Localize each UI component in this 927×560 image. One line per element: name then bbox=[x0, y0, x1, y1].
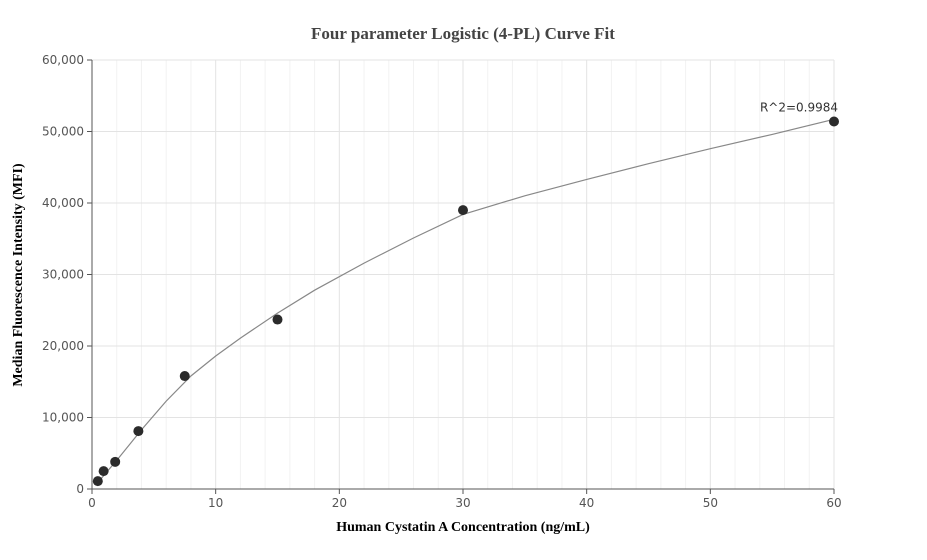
y-tick-label: 0 bbox=[76, 482, 84, 496]
annotation-layer: R^2=0.9984 bbox=[760, 100, 838, 114]
x-tick-label: 50 bbox=[703, 496, 718, 510]
x-tick-label: 40 bbox=[579, 496, 594, 510]
data-point bbox=[92, 476, 103, 487]
major-gridlines bbox=[92, 59, 835, 489]
x-tick-label: 0 bbox=[88, 496, 96, 510]
data-point bbox=[458, 205, 468, 216]
data-point bbox=[133, 426, 144, 437]
data-point bbox=[98, 466, 109, 477]
y-tick-label: 30,000 bbox=[42, 268, 84, 282]
y-tick-label: 50,000 bbox=[42, 125, 84, 139]
fit-curve-line bbox=[97, 118, 835, 483]
x-tick-label: 10 bbox=[208, 496, 223, 510]
x-tick-label: 20 bbox=[332, 496, 347, 510]
y-tick-label: 40,000 bbox=[42, 196, 84, 210]
data-point bbox=[110, 456, 121, 467]
y-tick-label: 60,000 bbox=[42, 53, 84, 67]
data-point bbox=[272, 314, 283, 325]
axes: 0 10 20 30 40 50 60 0 10,000 20,000 30,000 40,000 50… bbox=[42, 53, 842, 510]
x-axis-label: Human Cystatin A Concentration (ng/mL) bbox=[336, 520, 590, 535]
r-squared-annotation: R^2=0.9984 bbox=[760, 100, 838, 114]
fit-curve-layer bbox=[97, 118, 835, 483]
data-point bbox=[179, 371, 190, 382]
y-tick-label: 10,000 bbox=[42, 411, 84, 425]
y-tick-label: 20,000 bbox=[42, 339, 84, 353]
x-tick-label: 30 bbox=[455, 496, 470, 510]
x-tick-label: 60 bbox=[826, 496, 841, 510]
data-point bbox=[829, 116, 839, 127]
y-axis-label: Median Fluorescence Intensity (MFI) bbox=[11, 163, 26, 387]
chart-title: Four parameter Logistic (4-PL) Curve Fit bbox=[311, 24, 615, 43]
data-points-layer bbox=[92, 116, 839, 487]
